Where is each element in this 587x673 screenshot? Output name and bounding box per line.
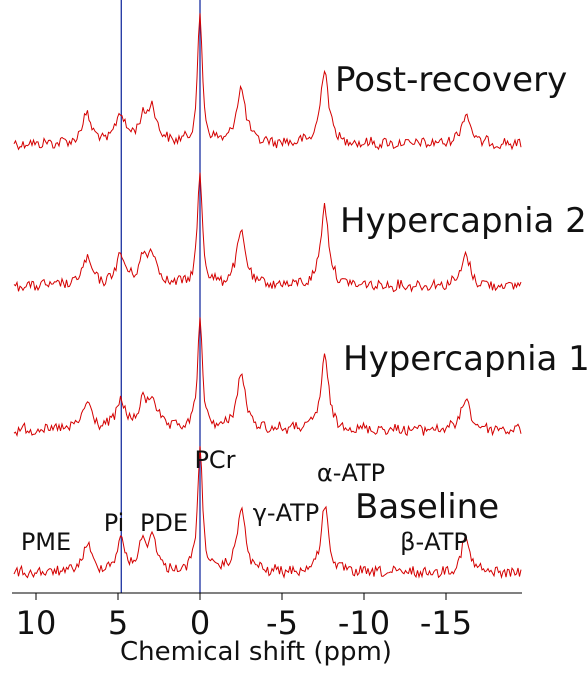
- peak-labels: PME Pi PDE PCr γ-ATP α-ATP β-ATP: [21, 446, 468, 556]
- spectrum-post-recovery: [13, 13, 522, 151]
- x-tick-label-5: -15: [420, 604, 472, 642]
- series-label-post-recovery: Post-recovery: [335, 60, 567, 100]
- x-tick-label-4: -10: [338, 604, 390, 642]
- x-tick-label-3: -5: [266, 604, 298, 642]
- spectrum-hypercapnia-1: [13, 317, 522, 438]
- peak-label--atp: β-ATP: [400, 528, 468, 556]
- series-label-hypercapnia-1: Hypercapnia 1: [343, 339, 587, 379]
- peak-label-pde: PDE: [140, 509, 188, 537]
- peak-label-pi: Pi: [104, 509, 125, 537]
- x-tick-label-2: 0: [190, 604, 210, 642]
- series-label-baseline: Baseline: [355, 487, 499, 527]
- reference-lines: [120, 0, 201, 593]
- peak-label-pcr: PCr: [194, 446, 235, 474]
- series-labels: Post-recovery Hypercapnia 2 Hypercapnia 1 B…: [335, 60, 587, 527]
- spectrum-baseline: [13, 446, 522, 580]
- x-tick-label-1: 5: [108, 604, 128, 642]
- peak-label--atp: γ-ATP: [253, 499, 320, 527]
- spectra-traces: [13, 13, 522, 580]
- x-tick-label-0: 10: [16, 604, 57, 642]
- spectrum-hypercapnia-2: [13, 172, 522, 293]
- peak-label-pme: PME: [21, 528, 71, 556]
- series-label-hypercapnia-2: Hypercapnia 2: [340, 201, 587, 241]
- x-axis: 10 5 0 -5 -10 -15: [12, 592, 522, 642]
- x-axis-label: Chemical shift (ppm): [120, 637, 392, 667]
- peak-label--atp: α-ATP: [317, 459, 385, 487]
